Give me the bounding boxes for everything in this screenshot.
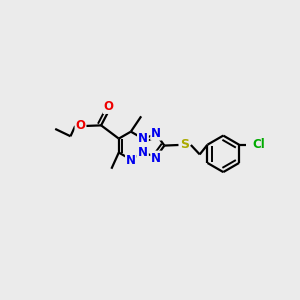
Text: O: O xyxy=(76,119,85,133)
Text: N: N xyxy=(138,146,148,159)
Text: N: N xyxy=(138,132,148,145)
Text: N: N xyxy=(151,152,161,164)
Text: S: S xyxy=(180,139,189,152)
Text: N: N xyxy=(151,127,161,140)
Text: N: N xyxy=(126,154,136,167)
Text: O: O xyxy=(103,100,113,113)
Text: Cl: Cl xyxy=(253,138,266,151)
